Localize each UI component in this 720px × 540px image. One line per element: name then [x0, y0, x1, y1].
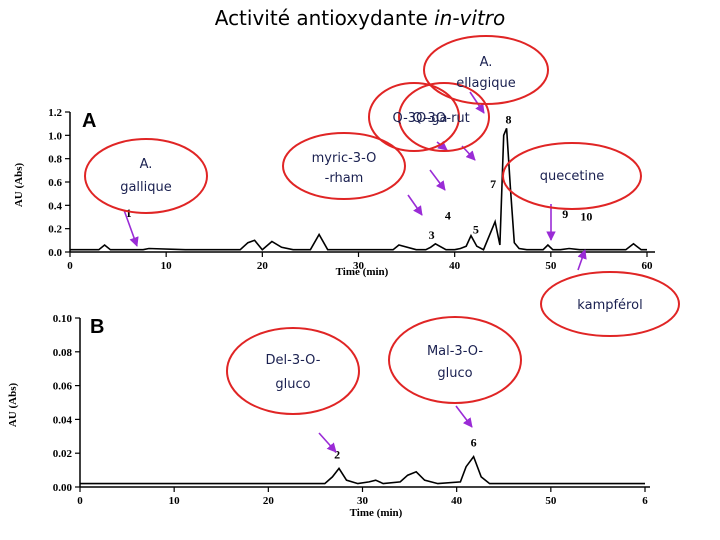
panel-a-xlabel: Time (min) [336, 266, 389, 278]
peak-label-7: 7 [490, 177, 496, 191]
peak-label-4: 4 [445, 208, 451, 222]
panel-b-ytick-label: 0.00 [53, 482, 73, 494]
label-mal-1: Mal-3-O- [427, 344, 483, 359]
panel-a-xtick-label: 40 [449, 260, 461, 272]
panel-a-ytick-label: 1.0 [48, 130, 62, 142]
panel-b-xtick-label: 30 [357, 495, 369, 507]
panel-b-xtick-label: 20 [263, 495, 275, 507]
arrow-q3o [436, 140, 448, 151]
arrow-myric-1 [429, 169, 446, 191]
panel-a-ylabel: AU (Abs) [13, 163, 25, 208]
panel-a-ytick-label: 0.2 [48, 224, 62, 236]
peak-label-10: 10 [580, 210, 592, 224]
label-q3o-rut: Q-3O-rut [412, 111, 470, 126]
panel-a-xtick-label: 10 [161, 260, 173, 272]
panel-b-ytick-label: 0.10 [53, 313, 73, 325]
panel-a-ytick-label: 0.6 [48, 177, 62, 189]
peak-label-8: 8 [506, 113, 512, 127]
peak-label-3: 3 [429, 228, 435, 242]
label-del-2: gluco [275, 377, 310, 392]
annotation-ellipses [84, 35, 680, 415]
label-del-1: Del-3-O- [266, 353, 321, 368]
page-title: Activité antioxydante in-vitro [0, 6, 720, 30]
label-a-gallique-1: A. [140, 157, 153, 172]
arrow-del-3o-gluco [318, 432, 337, 453]
panel-a-xtick-label: 0 [67, 260, 73, 272]
label-a-gallique-2: gallique [120, 180, 172, 195]
ellipse-kampferol [540, 271, 680, 337]
label-mal-2: gluco [437, 366, 472, 381]
label-q3o-ga: Q-3O-ga [392, 111, 447, 126]
ellipse-a-ellagique [423, 35, 549, 105]
arrow-a-ellagique [469, 91, 485, 114]
title-main: Activité antioxydante [214, 6, 435, 30]
panel-b-ytick-label: 0.08 [53, 347, 73, 359]
arrow-kampferol [577, 249, 587, 271]
label-kampferol: kampférol [577, 298, 642, 313]
label-myric-1: myric-3-O [312, 151, 377, 166]
title-italic: in-vitro [434, 6, 506, 30]
panel-a-xtick-label: 50 [545, 260, 557, 272]
panel-b-xtick-label: 40 [451, 495, 463, 507]
panel-b-ytick-label: 0.02 [53, 448, 73, 460]
ellipse-a-gallique [84, 138, 208, 214]
panel-a-ytick-label: 1.2 [48, 107, 62, 119]
ellipse-myric-3o-rham [282, 132, 406, 200]
peak-label-5: 5 [473, 222, 479, 236]
peak-label-1: 1 [126, 206, 132, 220]
label-myric-2: -rham [325, 171, 364, 186]
peak-label-9: 9 [562, 207, 568, 221]
peak-label-6: 6 [471, 435, 477, 449]
panel-b-ytick-label: 0.04 [53, 414, 73, 426]
arrow-mal-3o-gluco [455, 405, 473, 428]
panel-a-ytick-label: 0.8 [48, 154, 62, 166]
panel-a-letter: A [82, 110, 96, 132]
panel-b-ylabel: AU (Abs) [7, 383, 19, 428]
ellipse-quecetine [502, 142, 642, 210]
ellipse-del-3o-gluco [226, 327, 360, 415]
ellipse-q3o-rut [398, 82, 490, 152]
arrow-a-gallique [123, 209, 139, 247]
panel-b-chart: B 0.000.020.040.060.080.10 0 10 20 30 40 50 6 … [7, 313, 650, 519]
arrow-myric-2 [407, 194, 423, 216]
label-a-ellagique-2: ellagique [456, 76, 516, 91]
panel-a-xtick-label: 20 [257, 260, 269, 272]
panel-a-ytick-label: 0.4 [48, 200, 62, 212]
panel-b-trace [80, 454, 645, 485]
label-a-ellagique-1: A. [480, 55, 493, 70]
panel-a-ytick-label: 0.0 [48, 247, 62, 259]
panel-b-xtick-label: 6 [642, 495, 648, 507]
panel-b-xtick-label: 50 [545, 495, 557, 507]
panel-a-chart: A 0.0 0.2 0.4 0.6 0.8 1.0 1.2 0 10 20 30 40 50 60 1 3… [13, 107, 655, 278]
panel-b-ytick-label: 0.06 [53, 381, 73, 393]
panel-b-xlabel: Time (min) [350, 507, 403, 519]
panel-b-xtick-label: 0 [77, 495, 83, 507]
ellipse-q3o-ga [368, 82, 460, 152]
panel-a-xtick-label: 60 [642, 260, 654, 272]
peak-label-2: 2 [334, 447, 340, 461]
panel-b-xtick-label: 10 [169, 495, 181, 507]
annotation-labels: A. ellagique Q-3O-ga Q-3O-rut A. galliqu… [120, 55, 642, 392]
panel-b-letter: B [90, 316, 104, 338]
panel-a-xtick-label: 30 [353, 260, 365, 272]
panel-a-trace [70, 127, 647, 251]
label-quecetine: quecetine [540, 169, 605, 184]
ellipse-mal-3o-gluco [388, 316, 522, 404]
